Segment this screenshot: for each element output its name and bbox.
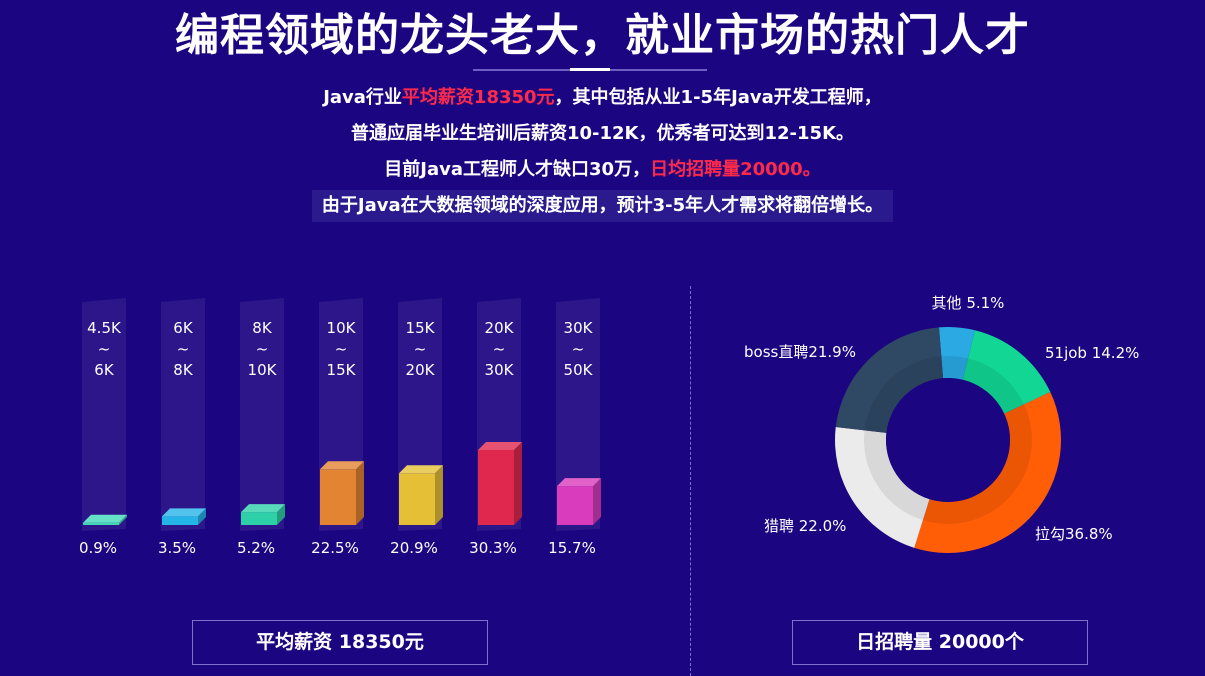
salary-range-tick: 8K — [173, 361, 194, 379]
title-underline-right — [610, 69, 707, 71]
daily-hiring-box: 日招聘量 20000个 — [792, 620, 1088, 665]
salary-range-tick: ~ — [414, 340, 427, 358]
salary-bar-top — [399, 465, 443, 474]
salary-range-tick: 10K — [327, 319, 357, 337]
salary-range-tick: 30K — [485, 361, 515, 379]
salary-range-tick: 50K — [564, 361, 594, 379]
platform-slice-inner — [962, 358, 1025, 414]
platform-slice — [962, 330, 1051, 414]
salary-bar-top — [478, 442, 522, 450]
salary-range-tick: 6K — [94, 361, 115, 379]
salary-bar — [478, 450, 514, 525]
average-salary-box: 平均薪资 18350元 — [192, 620, 488, 665]
salary-bar — [557, 486, 593, 525]
page-title: 编程领域的龙头老大，就业市场的热门人才 — [175, 10, 1030, 61]
salary-range-tick: ~ — [256, 340, 269, 358]
salary-bar-side — [356, 461, 364, 525]
salary-bar — [399, 473, 435, 525]
salary-bar — [83, 522, 119, 525]
salary-range-tick: 10K — [248, 361, 278, 379]
platform-slice-inner — [941, 356, 968, 380]
platform-label: 猎聘 22.0% — [764, 517, 846, 535]
salary-bar-side — [198, 508, 206, 525]
title-underline-left — [473, 69, 570, 71]
salary-bar-value: 30.3% — [469, 539, 517, 557]
donut-hole — [886, 378, 1010, 502]
salary-bar-top — [83, 514, 127, 523]
salary-range-tick: 15K — [327, 361, 357, 379]
salary-range-tick: 6K — [173, 319, 194, 337]
salary-bar-side — [593, 478, 601, 525]
platform-slice-inner — [922, 404, 1033, 525]
salary-column-bg — [161, 298, 205, 531]
title-underline-center — [570, 68, 610, 71]
salary-bar-value: 3.5% — [158, 539, 196, 557]
platform-label: boss直聘21.9% — [744, 343, 856, 361]
salary-column-bg — [240, 298, 284, 531]
intro-line: 由于Java在大数据领域的深度应用，预计3-5年人才需求将翻倍增长。 — [0, 188, 1205, 224]
salary-range-tick: ~ — [572, 340, 585, 358]
intro-line: 目前Java工程师人才缺口30万，日均招聘量20000。 — [0, 152, 1205, 188]
intro-segment: ，其中包括从业1-5年Java开发工程师， — [554, 87, 882, 108]
salary-range-tick: 30K — [564, 319, 594, 337]
platform-slice-inner — [864, 356, 944, 433]
salary-range-tick: ~ — [98, 340, 111, 358]
salary-bar-side — [277, 504, 285, 525]
platform-slice-inner — [863, 430, 930, 521]
salary-column-bg — [82, 298, 126, 531]
salary-bar-top — [162, 508, 206, 517]
section-divider — [690, 286, 691, 676]
intro-highlight-box: 由于Java在大数据领域的深度应用，预计3-5年人才需求将翻倍增长。 — [311, 190, 894, 222]
intro-line: Java行业平均薪资18350元，其中包括从业1-5年Java开发工程师， — [0, 80, 1205, 116]
salary-bar-value: 22.5% — [311, 539, 359, 557]
platform-slice — [938, 326, 975, 380]
salary-range-tick: 15K — [406, 319, 436, 337]
salary-bar-top — [320, 461, 364, 470]
intro-highlight: 日均招聘量20000。 — [650, 159, 821, 180]
salary-bar-side — [514, 442, 522, 525]
intro-segment: Java行业 — [323, 87, 402, 108]
intro-segment: 普通应届毕业生培训后薪资10-12K，优秀者可达到12-15K。 — [350, 123, 855, 144]
salary-bar — [320, 469, 356, 525]
salary-bar — [241, 512, 277, 525]
salary-bar-value: 15.7% — [548, 539, 596, 557]
salary-bar-top — [557, 478, 601, 487]
platform-label: 其他 5.1% — [932, 294, 1005, 312]
salary-column-bg — [556, 298, 600, 531]
salary-range-tick: 8K — [252, 319, 273, 337]
intro-segment: 目前Java工程师人才缺口30万， — [384, 159, 651, 180]
salary-bar-value: 5.2% — [237, 539, 275, 557]
platform-slice — [914, 392, 1062, 553]
salary-bar-value: 20.9% — [390, 539, 438, 557]
salary-bar — [162, 516, 198, 525]
salary-bar-side — [119, 514, 127, 525]
salary-range-tick: ~ — [177, 340, 190, 358]
salary-range-tick: 4.5K — [87, 319, 122, 337]
salary-range-tick: ~ — [335, 340, 348, 358]
salary-range-tick: 20K — [485, 319, 515, 337]
platform-label: 51job 14.2% — [1045, 344, 1139, 362]
platform-slice — [834, 427, 930, 548]
intro-segment: 由于Java在大数据领域的深度应用，预计3-5年人才需求将翻倍增长。 — [321, 195, 884, 216]
intro-line: 普通应届毕业生培训后薪资10-12K，优秀者可达到12-15K。 — [0, 116, 1205, 152]
salary-bar-top — [241, 504, 285, 513]
salary-bar-side — [435, 465, 443, 525]
platform-slice — [835, 327, 944, 433]
salary-range-tick: 20K — [406, 361, 436, 379]
platform-label: 拉勾36.8% — [1035, 525, 1113, 543]
intro-highlight: 平均薪资18350元 — [401, 87, 555, 108]
salary-bar-value: 0.9% — [79, 539, 117, 557]
intro-text: Java行业平均薪资18350元，其中包括从业1-5年Java开发工程师， 普通应… — [0, 80, 1205, 224]
salary-range-tick: ~ — [493, 340, 506, 358]
